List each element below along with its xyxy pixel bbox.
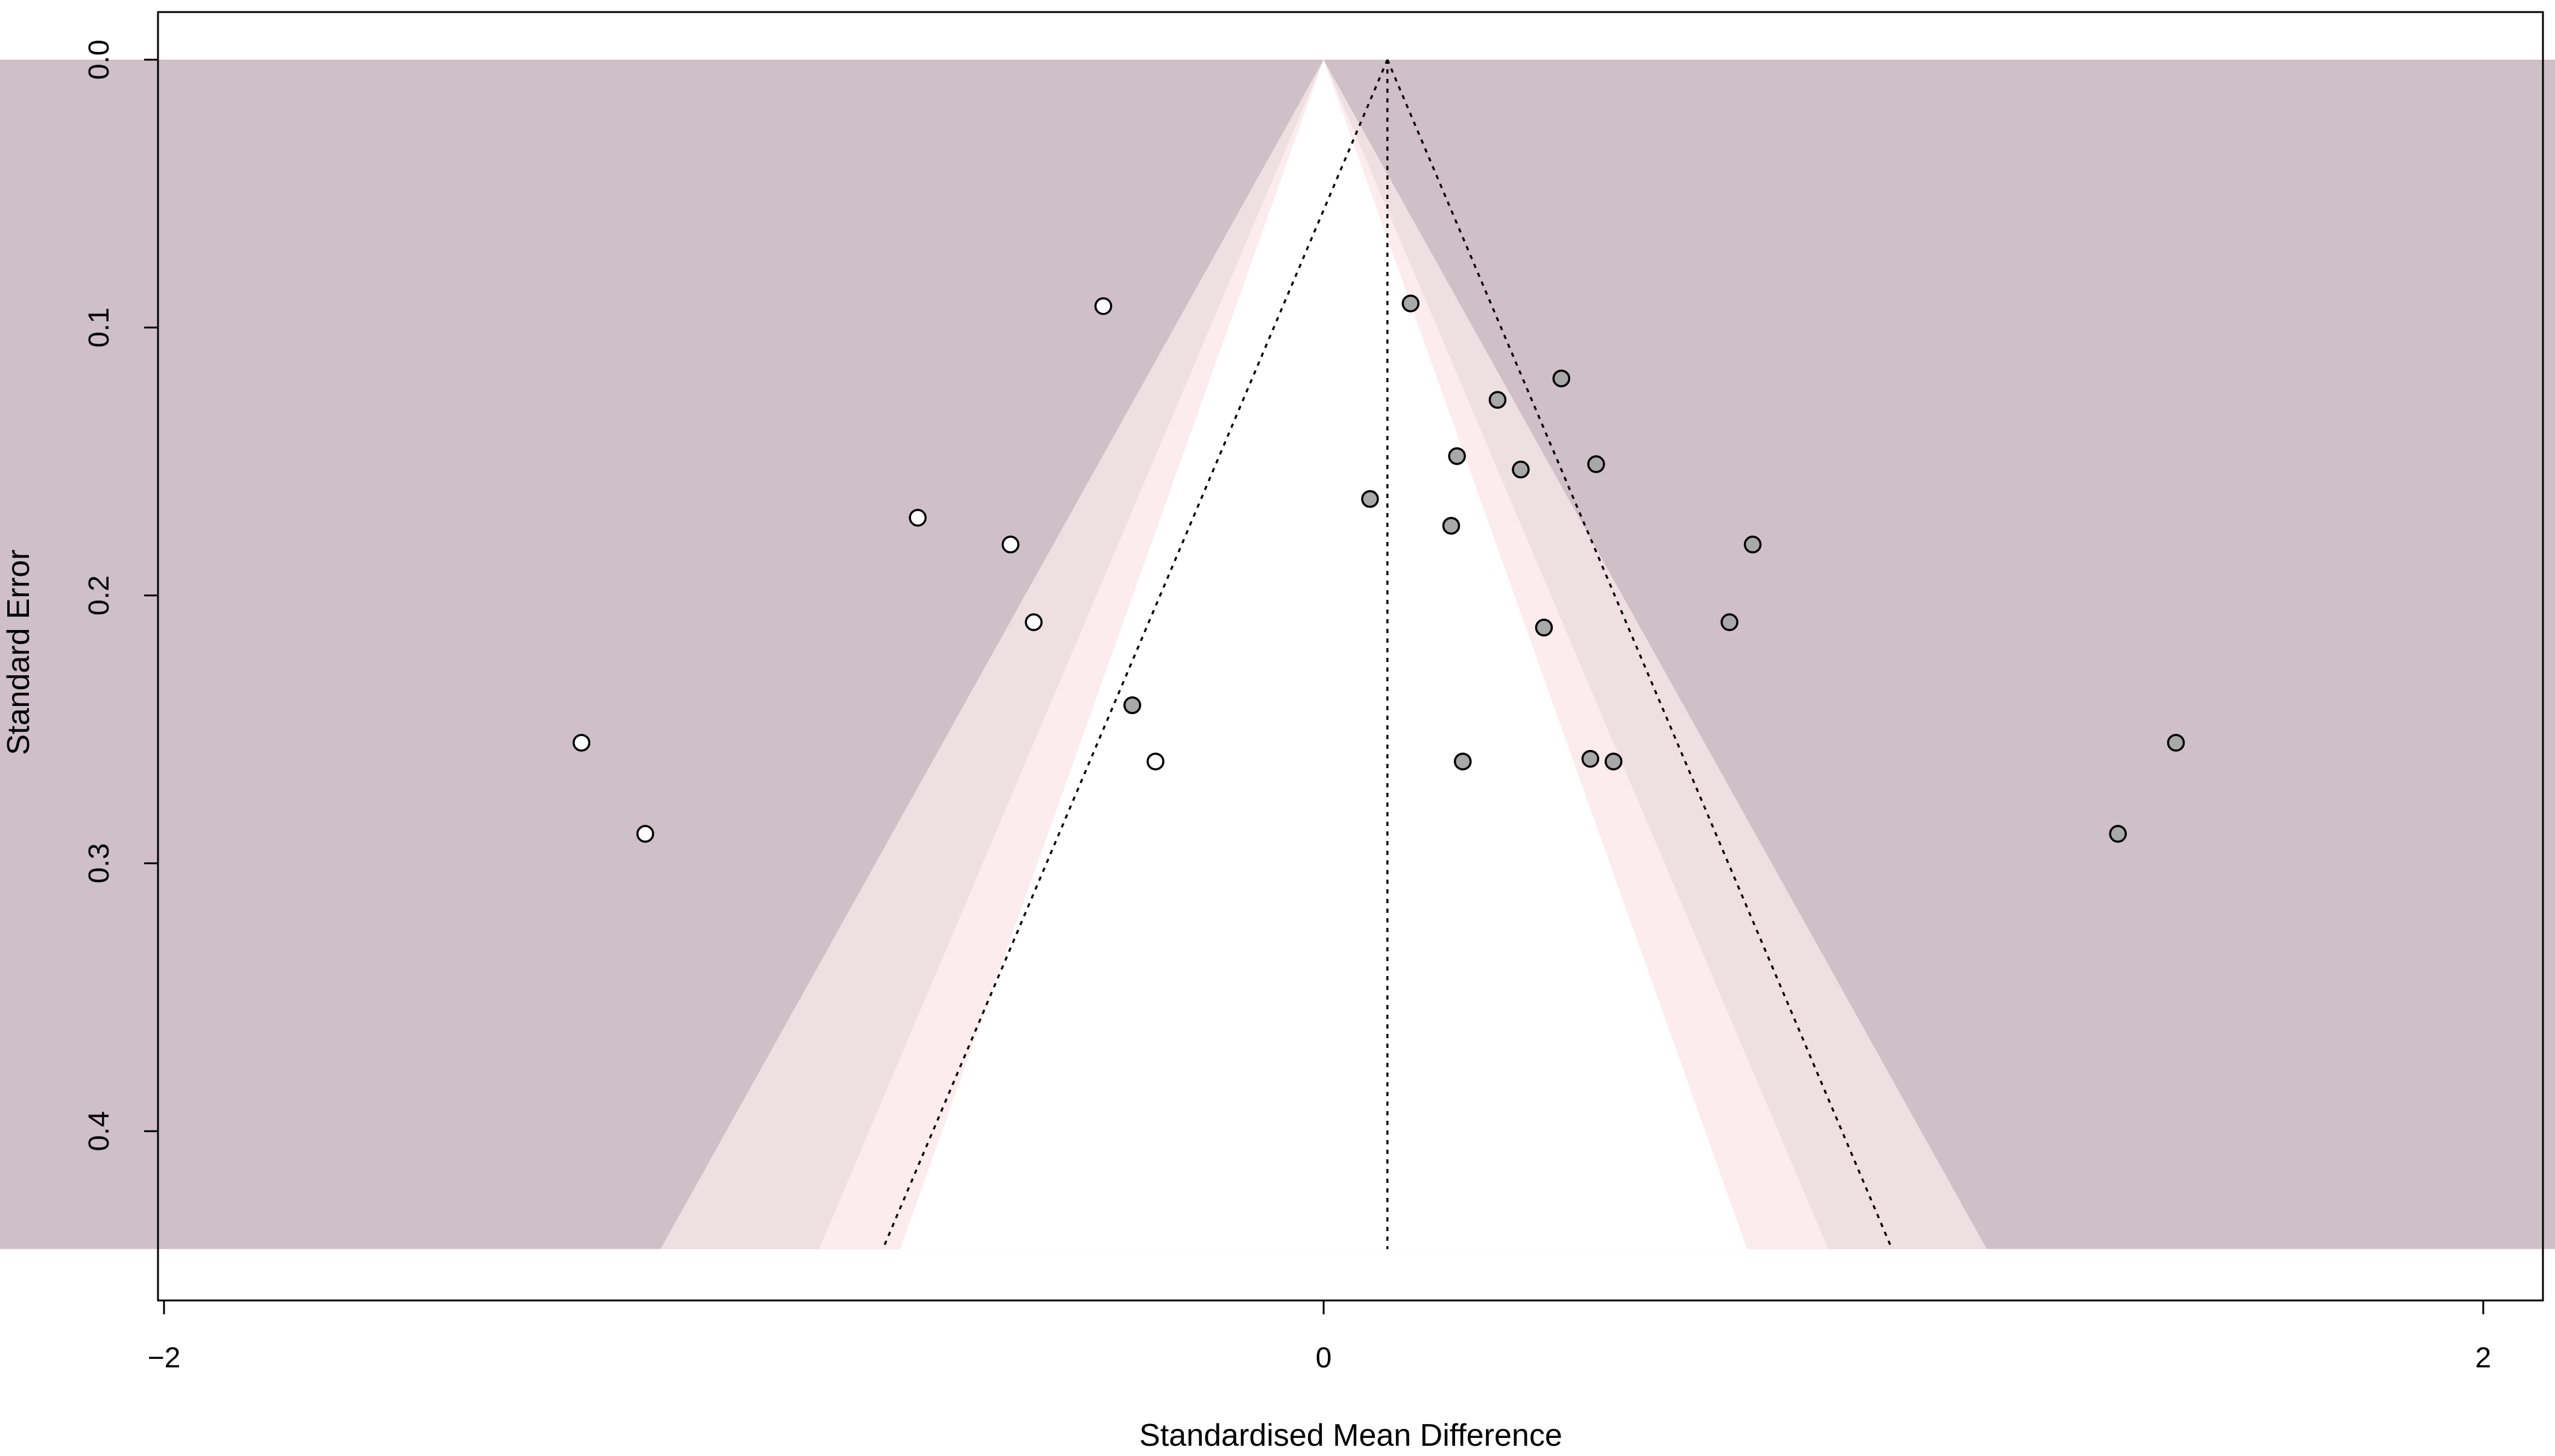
y-axis-title: Standard Error <box>1 549 36 755</box>
pseudo-ci-right-line <box>1386 59 1893 1250</box>
study-point <box>1094 297 1113 315</box>
study-point <box>1587 455 1605 473</box>
y-tick-label: 0.4 <box>83 1111 115 1152</box>
study-point <box>1361 490 1379 508</box>
study-point <box>1488 391 1507 409</box>
study-point <box>1605 752 1623 771</box>
study-point <box>909 509 927 527</box>
study-point <box>1002 535 1020 553</box>
study-point <box>1442 517 1461 535</box>
reference-lines <box>882 59 1893 1250</box>
y-tick-label: 0.1 <box>83 307 115 348</box>
pseudo-ci-left-line <box>882 59 1389 1250</box>
study-point <box>1581 749 1600 768</box>
study-point <box>1743 535 1762 553</box>
study-point <box>1401 294 1420 313</box>
study-point <box>636 825 654 843</box>
x-tick-label: 0 <box>1316 1342 1332 1374</box>
study-point <box>1025 613 1043 631</box>
study-point <box>1448 447 1466 465</box>
x-tick-label: 2 <box>2475 1342 2492 1374</box>
study-point <box>1535 619 1553 637</box>
study-point <box>2167 734 2185 752</box>
study-point <box>1454 752 1472 771</box>
study-point <box>2109 825 2127 843</box>
y-axis: 0.0 0.1 0.2 0.3 0.4 <box>83 40 159 1152</box>
x-axis-title: Standardised Mean Difference <box>1139 1418 1562 1453</box>
x-axis: −4−2024 <box>148 1299 2492 1374</box>
study-point <box>1720 613 1739 631</box>
study-point <box>1552 369 1570 388</box>
x-tick-label: −2 <box>148 1342 181 1374</box>
y-tick-label: 0.3 <box>83 843 115 884</box>
y-tick-label: 0.2 <box>83 575 115 616</box>
significance-contours <box>0 60 2555 1249</box>
contour-region-nonsignificant <box>900 60 1748 1249</box>
study-points <box>572 294 2185 843</box>
study-point <box>1512 461 1530 479</box>
study-point <box>1123 696 1142 714</box>
study-point <box>1146 752 1164 771</box>
y-tick-label: 0.0 <box>83 40 115 80</box>
study-point <box>572 734 591 752</box>
